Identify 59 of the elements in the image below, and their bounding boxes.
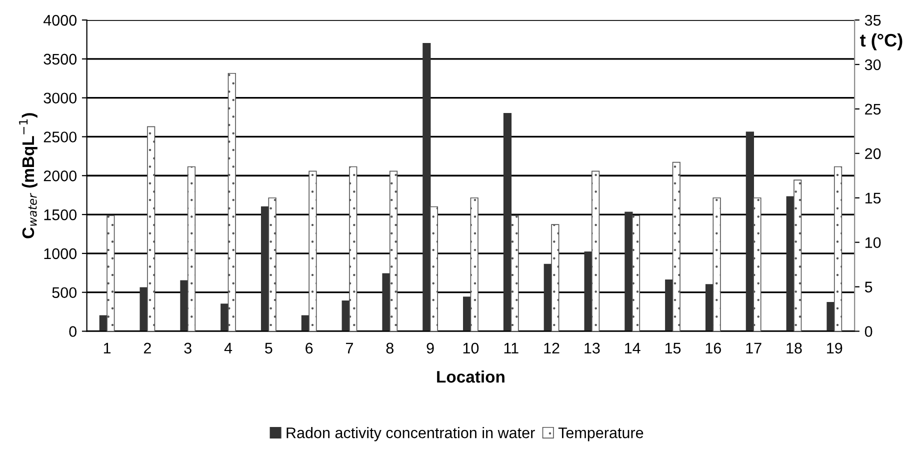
bar xyxy=(592,170,600,332)
bar xyxy=(228,72,236,332)
x-axis-title: Location xyxy=(437,370,504,383)
x-tick-label: 17 xyxy=(746,342,762,354)
x-tick-label: 19 xyxy=(827,342,842,354)
y-tick-label: 0 xyxy=(69,326,77,337)
bar xyxy=(463,296,472,332)
y2-tick-label: 30 xyxy=(864,59,881,70)
y-tick-label: 2000 xyxy=(44,170,77,182)
bar xyxy=(106,215,115,332)
bar xyxy=(665,279,674,332)
x-tick-label: 12 xyxy=(544,342,560,354)
x-tick-label: 18 xyxy=(786,342,802,354)
x-tick-label: 2 xyxy=(144,342,151,354)
x-tick-label: 11 xyxy=(504,342,518,354)
bar xyxy=(470,197,478,332)
x-tick-label: 14 xyxy=(625,342,640,354)
y2-tick-label: 5 xyxy=(864,282,872,292)
y-tick-label: 1000 xyxy=(44,248,77,260)
y2-tick-label: 15 xyxy=(865,192,881,204)
x-tick-label: 6 xyxy=(306,342,313,354)
y2-tick-label: 10 xyxy=(865,237,881,248)
y2-tick-label: 20 xyxy=(865,148,881,160)
x-tick-label: 1 xyxy=(104,342,111,354)
x-tick-label: 5 xyxy=(265,342,272,354)
y2-tick-label: 25 xyxy=(865,104,881,115)
y-tick-label: 4000 xyxy=(43,14,77,26)
bar xyxy=(389,170,398,332)
bar xyxy=(672,162,680,332)
bar xyxy=(712,197,721,332)
y-tick-label: 2500 xyxy=(44,132,77,142)
x-tick-label: 9 xyxy=(426,342,434,354)
y-axis-title: C$_{water}$ (mBqL$^{−1}$) xyxy=(19,113,38,238)
bar xyxy=(180,280,188,332)
legend-label: Radon activity concentration in water xyxy=(286,427,535,442)
y2-axis-title: t (°C) xyxy=(860,33,902,50)
y-tick-label: 3000 xyxy=(44,92,77,104)
bar xyxy=(422,42,431,332)
x-tick-label: 3 xyxy=(184,342,192,354)
x-tick-label: 15 xyxy=(665,342,681,354)
x-tick-label: 8 xyxy=(386,342,394,354)
bar xyxy=(147,126,156,332)
bar xyxy=(308,170,317,332)
y-tick-label: 500 xyxy=(52,287,77,298)
bar xyxy=(834,166,842,332)
y-tick-label: 3500 xyxy=(44,54,77,65)
bar xyxy=(220,304,229,332)
x-tick-label: 13 xyxy=(584,342,600,354)
y2-tick-label: 0 xyxy=(864,326,872,337)
legend-label: Temperature xyxy=(558,428,644,442)
x-tick-label: 16 xyxy=(706,342,721,354)
bar xyxy=(826,302,835,332)
x-tick-label: 4 xyxy=(224,342,232,354)
x-tick-label: 7 xyxy=(346,342,353,354)
bar xyxy=(187,166,196,332)
bar xyxy=(349,166,358,332)
y2-tick-label: 35 xyxy=(864,14,881,26)
y-tick-label: 1500 xyxy=(44,209,77,220)
x-tick-label: 10 xyxy=(463,342,479,354)
